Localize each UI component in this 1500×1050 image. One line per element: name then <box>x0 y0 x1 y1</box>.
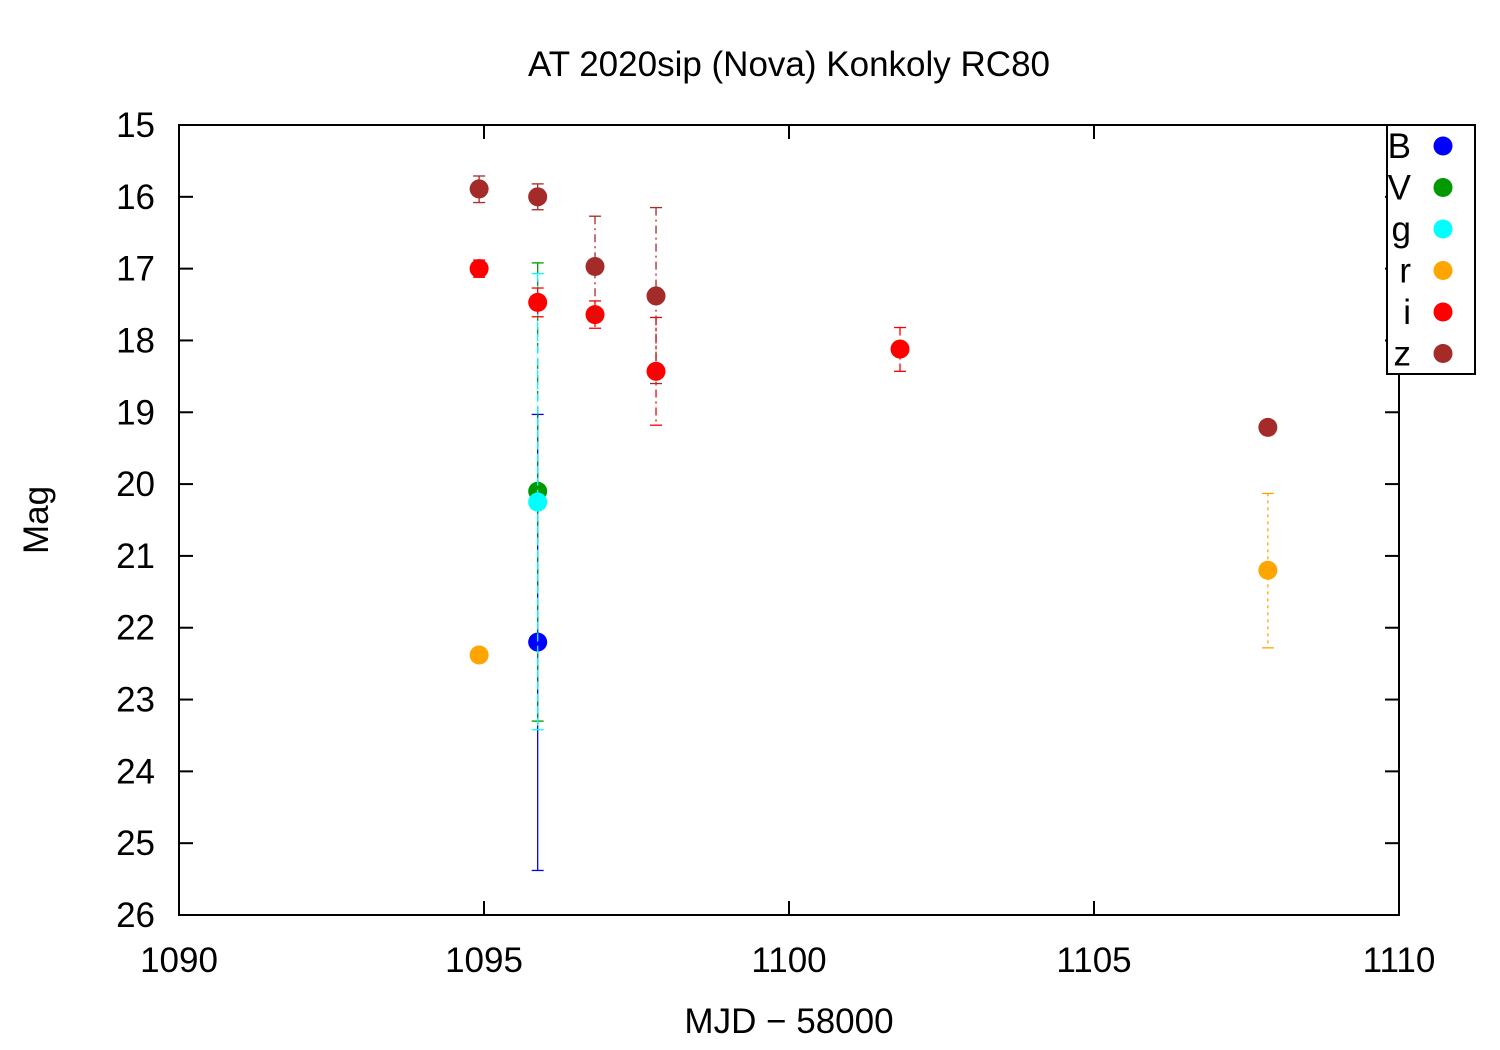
y-tick-label: 16 <box>116 178 155 217</box>
x-tick-label: 1105 <box>1056 941 1131 980</box>
x-tick-label: 1090 <box>140 941 218 980</box>
y-tick-label: 24 <box>116 752 155 791</box>
legend-label: i <box>1403 293 1411 332</box>
legend-box <box>1386 124 1476 375</box>
legend-marker <box>1433 136 1453 156</box>
data-point <box>528 492 548 512</box>
axis-ticks: 15 16 17 18 19 20 21 22 23 24 25 26 1090 1095 1100 1105… <box>116 106 1435 980</box>
legend-label: B <box>1388 127 1411 166</box>
legend-marker <box>1433 302 1453 322</box>
legend-marker <box>1433 344 1453 363</box>
series-r <box>469 492 1278 665</box>
y-tick-label: 20 <box>116 465 155 504</box>
data-point <box>890 339 910 359</box>
x-tick-label: 1095 <box>445 941 523 980</box>
data-point <box>528 632 548 652</box>
data-point <box>528 292 548 312</box>
plot-area <box>469 175 1278 872</box>
error-bar <box>650 206 663 385</box>
data-point <box>469 259 489 279</box>
data-point <box>1258 560 1278 580</box>
legend-label: r <box>1399 252 1411 291</box>
error-bar <box>589 215 602 318</box>
plot-frame <box>178 124 1400 916</box>
y-tick-label: 21 <box>116 537 155 576</box>
legend-label: g <box>1392 210 1411 249</box>
legend-label: V <box>1388 169 1412 208</box>
data-point <box>528 187 548 207</box>
y-tick-label: 26 <box>116 896 155 935</box>
data-point <box>469 179 489 199</box>
y-tick-label: 23 <box>116 681 155 720</box>
series-g <box>528 273 548 731</box>
chart-title: AT 2020sip (Nova) Konkoly RC80 <box>528 45 1050 84</box>
data-point <box>585 256 605 276</box>
series-z <box>469 175 1278 437</box>
y-axis-label: Mag <box>17 486 56 554</box>
legend-marker <box>1433 219 1453 239</box>
data-point <box>585 305 605 325</box>
y-tick-label: 19 <box>116 393 155 432</box>
y-tick-label: 25 <box>116 824 155 863</box>
data-point <box>646 286 666 306</box>
y-tick-label: 22 <box>116 609 155 648</box>
x-tick-label: 1110 <box>1363 941 1436 980</box>
legend-marker <box>1433 178 1453 197</box>
y-tick-label: 17 <box>116 250 155 289</box>
x-axis-label: MJD − 58000 <box>684 1002 893 1041</box>
x-tick-label: 1100 <box>751 941 826 980</box>
legend-marker <box>1433 261 1453 280</box>
y-tick-label: 18 <box>116 321 155 360</box>
data-point <box>469 645 489 665</box>
data-point <box>1258 417 1278 437</box>
legend-label: z <box>1394 335 1412 374</box>
error-bar <box>531 287 544 318</box>
series-i <box>469 259 910 426</box>
y-tick-label: 15 <box>116 106 155 145</box>
